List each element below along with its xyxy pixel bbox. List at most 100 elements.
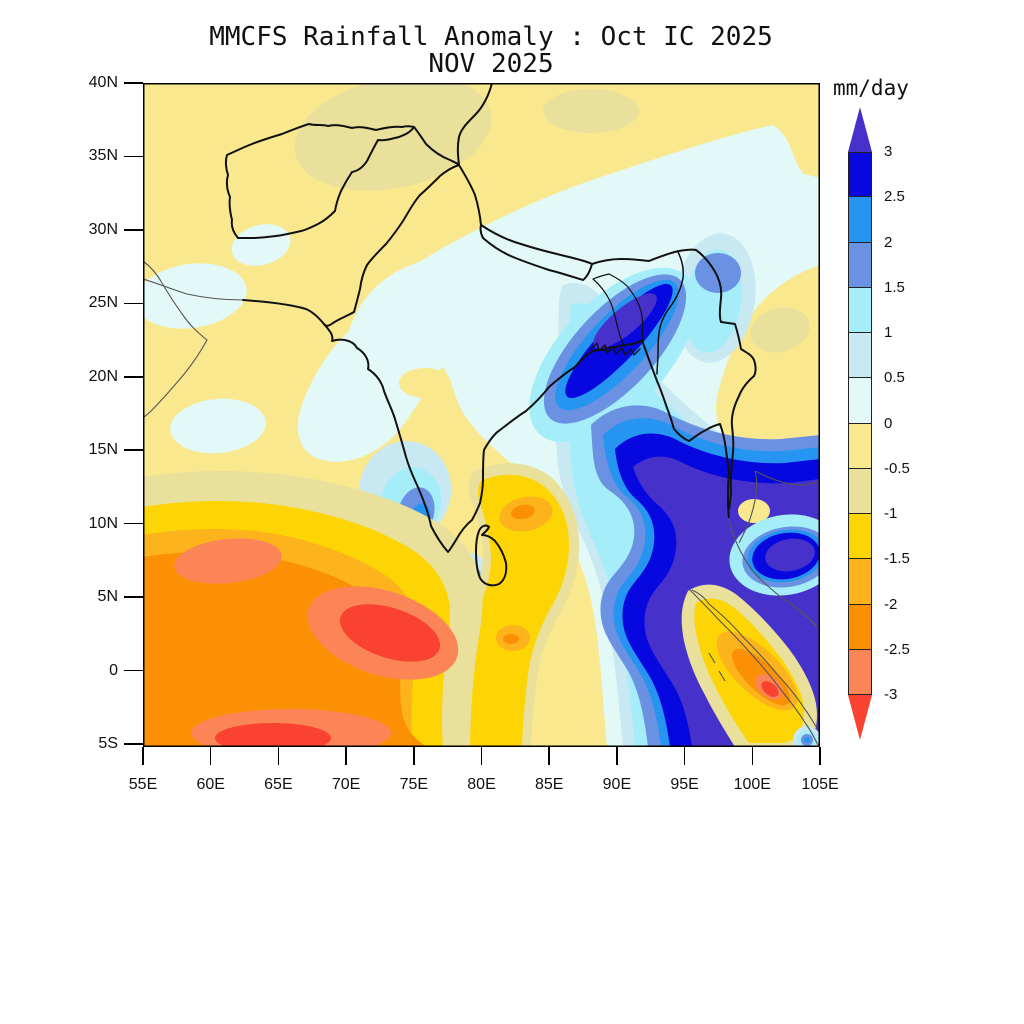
lat-tick-label: 0 xyxy=(109,661,118,679)
hormuz-coastline xyxy=(143,260,163,284)
colorbar-segment xyxy=(848,287,872,333)
lat-tick-mark xyxy=(124,82,143,84)
lon-tick-mark xyxy=(751,747,754,765)
mentawai-islands xyxy=(708,652,726,682)
lon-tick-label: 95E xyxy=(670,776,699,793)
afghanistan-border xyxy=(224,123,460,239)
thailand-east-coastline xyxy=(754,470,820,486)
main-coastlines-borders xyxy=(224,83,757,587)
colorbar-value-label: -2.5 xyxy=(884,640,910,658)
colorbar-value-label: 0 xyxy=(884,414,893,432)
region-arabian-red-core-1 xyxy=(339,604,441,662)
region-nw-neutral-1 xyxy=(231,224,291,266)
bhutan-arunachal-border xyxy=(591,248,697,265)
region-tamilnadu-dry-core xyxy=(511,504,535,520)
lon-tick-label: 55E xyxy=(128,776,158,793)
lat-tick-label: 5N xyxy=(97,588,118,606)
region-west-neutral-band xyxy=(170,398,266,454)
region-deccan-yellow-spot xyxy=(399,368,451,398)
lon-tick-mark xyxy=(345,747,347,765)
sumatra-east-coastline xyxy=(691,589,820,734)
lat-tick-label: 30N xyxy=(88,220,118,238)
colorbar-value-label: 3 xyxy=(884,143,893,160)
lon-tick-label: 65E xyxy=(264,776,293,793)
colorbar-segment xyxy=(848,649,872,695)
myanmar-thailand-border xyxy=(695,249,757,510)
region-myanmar-khaki-spot xyxy=(750,307,810,353)
colorbar-segment xyxy=(848,378,872,424)
lat-tick-mark xyxy=(124,155,143,158)
lon-tick-label: 105E xyxy=(801,776,839,793)
lon-tick-mark xyxy=(480,747,483,765)
lon-tick-label: 85E xyxy=(534,776,564,793)
colorbar-segment xyxy=(848,423,872,469)
oman-coastline xyxy=(143,282,208,419)
sri-lanka-coastline xyxy=(475,524,508,587)
lon-tick-label: 70E xyxy=(331,776,361,793)
colorbar-value-label: -2 xyxy=(884,595,898,613)
lon-tick-label: 100E xyxy=(733,776,771,793)
lon-tick-mark xyxy=(413,747,415,765)
colorbar-value-label: 2.5 xyxy=(884,188,905,206)
lon-tick-mark xyxy=(683,747,686,765)
colorbar-value-label: -1.5 xyxy=(884,550,910,568)
lat-tick-label: 40N xyxy=(88,74,118,91)
colorbar-value-label: 1.5 xyxy=(884,278,905,296)
lat-tick-label: 35N xyxy=(88,147,118,165)
lat-tick-label: 10N xyxy=(88,514,118,532)
lon-tick-label: 80E xyxy=(467,776,496,793)
region-gulf-thailand-yellow-spot xyxy=(738,499,770,523)
colorbar-arrow-top xyxy=(848,107,872,152)
india-coastline xyxy=(242,299,730,553)
colorbar-value-label: 1 xyxy=(884,324,893,341)
region-karakoram-khaki xyxy=(294,83,492,191)
lat-tick-label: 15N xyxy=(88,441,118,459)
lon-tick-mark xyxy=(616,747,618,765)
thin-coastlines xyxy=(143,260,820,746)
lon-tick-label: 75E xyxy=(399,776,429,793)
colorbar-value-label: -0.5 xyxy=(884,459,910,477)
lat-tick-mark xyxy=(124,669,143,672)
colorbar-value-label: -1 xyxy=(884,505,898,522)
sundarbans-jags xyxy=(590,342,641,356)
malaysia-east-coastline xyxy=(794,606,818,628)
region-arabian-salmon-1 xyxy=(174,538,282,584)
lat-tick-mark xyxy=(124,743,143,745)
lon-tick-label: 90E xyxy=(602,776,632,793)
bangladesh-border xyxy=(592,273,644,347)
lat-tick-mark xyxy=(124,449,143,451)
lon-tick-mark xyxy=(277,747,280,765)
region-south-srilanka-dry-core xyxy=(503,634,519,644)
region-corner-eddy-medium xyxy=(804,737,810,743)
region-ne-india-cornflower xyxy=(695,253,741,293)
colorbar-segment xyxy=(848,197,872,243)
colorbar-segment xyxy=(848,604,872,650)
colorbar-value-label: 2 xyxy=(884,233,893,251)
region-tibet-khaki xyxy=(543,89,639,133)
afghanistan-south-border xyxy=(237,126,415,239)
colorbar-segment xyxy=(848,152,872,198)
region-bengal-delta-indigo-core xyxy=(593,293,657,349)
lat-tick-mark xyxy=(124,302,143,305)
lat-tick-label: 20N xyxy=(88,367,118,385)
contour-map-svg xyxy=(143,83,820,747)
india-myanmar-border xyxy=(656,251,684,375)
lon-tick-mark xyxy=(548,747,550,765)
karakoram-border xyxy=(456,83,493,166)
plot-frame xyxy=(143,83,820,747)
lat-tick-mark xyxy=(124,596,143,598)
lon-tick-mark xyxy=(819,747,821,765)
iran-coastline xyxy=(143,278,244,301)
lon-tick-mark xyxy=(142,747,144,765)
colorbar-segment xyxy=(848,242,872,288)
lat-tick-label: 25N xyxy=(88,294,118,312)
chart-title-line1: MMCFS Rainfall Anomaly : Oct IC 2025 xyxy=(209,22,773,52)
lon-tick-label: 60E xyxy=(196,776,225,793)
region-nw-neutral-2 xyxy=(143,263,247,329)
colorbar-arrow-bottom xyxy=(848,695,872,740)
lat-tick-label: 5S xyxy=(98,734,118,752)
colorbar-segment xyxy=(848,514,872,560)
colorbar-segment xyxy=(848,468,872,514)
lat-tick-mark xyxy=(124,522,143,525)
